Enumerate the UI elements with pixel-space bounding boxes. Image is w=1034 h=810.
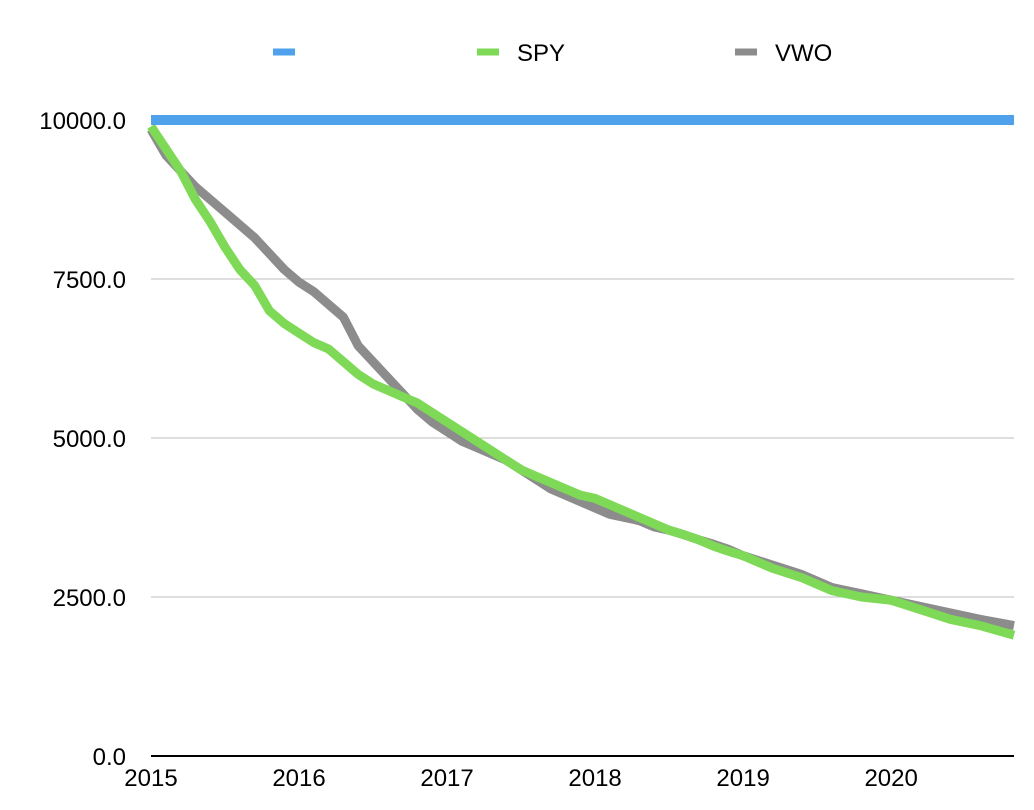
x-tick-label: 2018 [568, 765, 621, 792]
y-tick-label: 7500.0 [53, 267, 126, 294]
series-line-vwo [147, 127, 1015, 631]
series-line-spy [147, 123, 1016, 640]
x-tick-label: 2020 [864, 765, 917, 792]
grid-lines [151, 119, 1014, 598]
y-tick-label: 0.0 [93, 744, 126, 771]
x-tick-label: 2016 [272, 765, 325, 792]
series-lines [147, 115, 1016, 640]
y-tick-label: 5000.0 [53, 426, 126, 453]
legend-label: VWO [775, 40, 832, 67]
y-axis-ticks: 0.0 2500.0 5000.0 7500.0 10000.0 [39, 108, 126, 771]
legend: SPY VWO [273, 40, 832, 67]
y-tick-label: 2500.0 [53, 585, 126, 612]
x-tick-label: 2019 [716, 765, 769, 792]
x-tick-label: 2017 [420, 765, 473, 792]
x-axis-ticks: 2015 2016 2017 2018 2019 2020 [124, 765, 918, 792]
legend-label: SPY [517, 40, 565, 67]
y-tick-label: 10000.0 [39, 108, 126, 135]
x-tick-label: 2015 [124, 765, 177, 792]
